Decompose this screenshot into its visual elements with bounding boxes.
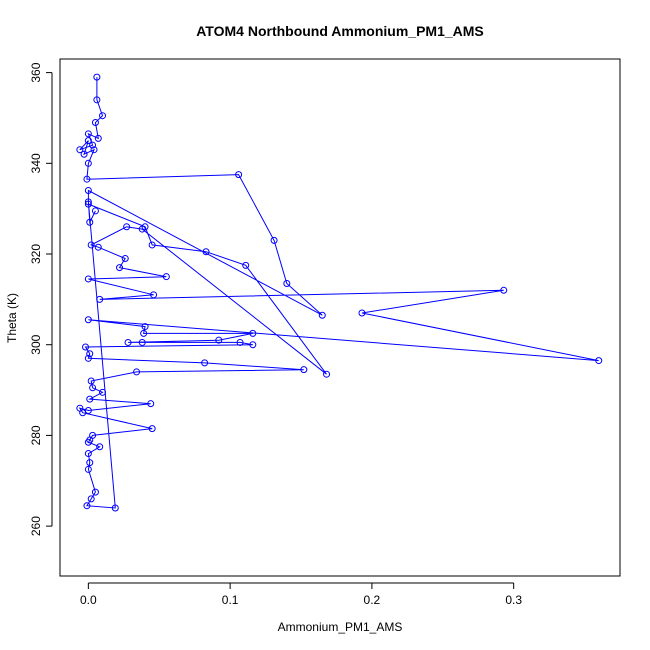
x-tick-label: 0.0 <box>80 593 97 607</box>
data-point <box>87 241 95 249</box>
data-point <box>358 309 366 317</box>
data-point <box>99 388 107 396</box>
y-axis-label: Theta (K) <box>5 293 19 343</box>
data-point <box>84 354 92 362</box>
data-point <box>141 323 149 331</box>
data-point <box>94 134 102 142</box>
data-point <box>80 150 88 158</box>
data-point <box>91 207 99 215</box>
data-point <box>99 112 107 120</box>
y-tick-label: 360 <box>29 62 43 82</box>
data-point <box>124 338 132 346</box>
data-point <box>202 248 210 256</box>
data-point <box>148 425 156 433</box>
data-point <box>76 146 84 154</box>
data-point <box>235 171 243 179</box>
x-tick-label: 0.1 <box>222 593 239 607</box>
data-point <box>84 465 92 473</box>
data-point <box>148 241 156 249</box>
data-point <box>323 370 331 378</box>
data-point <box>162 273 170 281</box>
data-point <box>84 438 92 446</box>
data-point <box>83 175 91 183</box>
data-point <box>83 502 91 510</box>
data-point <box>300 366 308 374</box>
x-axis-label: Ammonium_PM1_AMS <box>278 620 403 634</box>
data-point <box>91 488 99 496</box>
data-point <box>90 146 98 154</box>
data-point <box>89 384 97 392</box>
data-point <box>133 368 141 376</box>
data-point <box>84 200 92 208</box>
y-tick-label: 320 <box>29 244 43 264</box>
data-point <box>79 409 87 417</box>
data-point <box>150 291 158 299</box>
data-point <box>283 279 291 287</box>
data-point <box>82 343 90 351</box>
chart-title: ATOM4 Northbound Ammonium_PM1_AMS <box>196 23 484 39</box>
y-tick-label: 340 <box>29 153 43 173</box>
data-point <box>242 261 250 269</box>
data-point <box>111 504 119 512</box>
data-point <box>121 255 129 263</box>
data-point <box>500 286 508 294</box>
data-point <box>595 357 603 365</box>
data-point <box>93 96 101 104</box>
data-point <box>236 338 244 346</box>
x-tick-label: 0.2 <box>364 593 381 607</box>
y-tick-label: 280 <box>29 425 43 445</box>
data-point <box>86 218 94 226</box>
data-point <box>84 450 92 458</box>
data-point <box>140 329 148 337</box>
data-point <box>147 400 155 408</box>
data-point <box>318 311 326 319</box>
data-point <box>96 295 104 303</box>
data-point <box>270 236 278 244</box>
data-point <box>84 159 92 167</box>
data-point <box>249 329 257 337</box>
data-point <box>86 350 94 358</box>
data-point <box>96 443 104 451</box>
data-point <box>123 223 131 231</box>
data-point <box>84 275 92 283</box>
data-point <box>94 243 102 251</box>
series-line <box>78 77 599 509</box>
data-point <box>138 338 146 346</box>
data-point <box>84 130 92 138</box>
data-point <box>89 141 97 149</box>
series-line-group <box>78 77 599 509</box>
data-point <box>215 336 223 344</box>
y-tick-label: 300 <box>29 334 43 354</box>
y-tick-label: 260 <box>29 516 43 536</box>
data-point <box>138 225 146 233</box>
data-point <box>91 118 99 126</box>
data-point <box>84 406 92 414</box>
y-axis: 260 280 300 320 340 360 <box>29 62 53 536</box>
data-point <box>249 341 257 349</box>
data-point <box>87 377 95 385</box>
x-axis: 0.0 0.1 0.2 0.3 <box>80 582 522 607</box>
data-point <box>201 359 209 367</box>
data-point <box>84 198 92 206</box>
data-point <box>116 264 124 272</box>
data-point <box>86 459 94 467</box>
data-point <box>84 137 92 145</box>
data-point <box>87 495 95 503</box>
data-point <box>93 73 101 81</box>
data-point <box>84 316 92 324</box>
x-tick-label: 0.3 <box>505 593 522 607</box>
plot-frame <box>59 58 621 577</box>
data-point <box>84 187 92 195</box>
series-point-group <box>76 73 603 512</box>
data-point <box>86 395 94 403</box>
